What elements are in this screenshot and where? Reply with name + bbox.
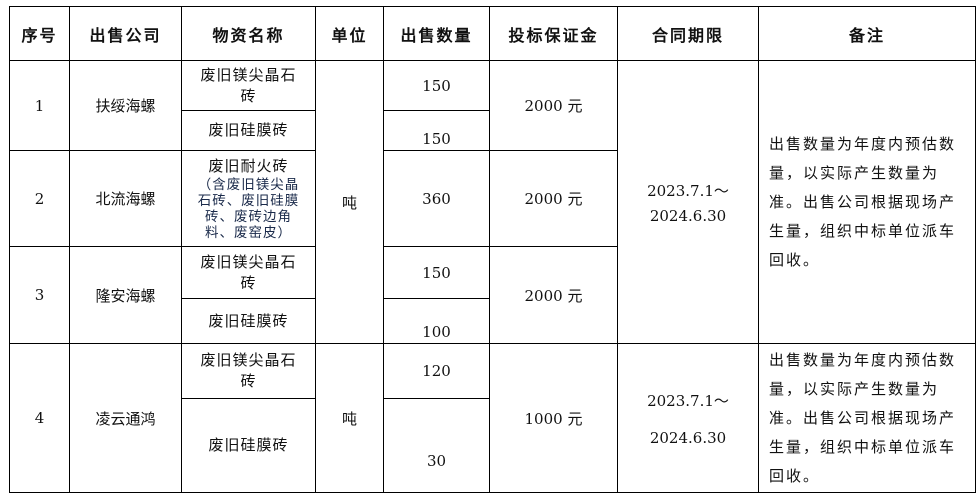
header-unit: 单位 (315, 6, 384, 61)
row-period: 2023.7.1～ 2024.6.30 (617, 343, 759, 493)
row-material: 废旧硅膜砖 (181, 298, 316, 344)
row-quantity: 150 (383, 246, 490, 299)
header-company: 出售公司 (69, 6, 182, 61)
row-quantity: 150 (383, 110, 490, 151)
row-deposit: 2000 元 (489, 60, 618, 151)
header-row: 序号 出售公司 物资名称 单位 出售数量 投标保证金 合同期限 备注 (9, 6, 976, 61)
row-material: 废旧镁尖晶石砖 (181, 343, 316, 399)
period-end: 2024.6.30 (649, 206, 727, 225)
row-company: 隆安海螺 (69, 246, 182, 344)
table-row: 3 隆安海螺 废旧镁尖晶石砖 150 2000 元 (9, 246, 976, 344)
row-quantity: 120 (383, 343, 490, 399)
row-company: 凌云通鸿 (69, 343, 182, 493)
material-name: 废旧镁尖晶石砖 (200, 65, 297, 105)
row-remark: 出售数量为年度内预估数量，以实际产生数量为准。出售公司根据现场产生量，组织中标单… (758, 343, 976, 493)
material-name: 废旧耐火砖 (208, 157, 289, 175)
header-quantity: 出售数量 (383, 6, 490, 61)
period-start: 2023.7.1～ (647, 391, 729, 410)
row-company: 扶绥海螺 (69, 60, 182, 151)
header-deposit: 投标保证金 (489, 6, 618, 61)
table-row: 4 凌云通鸿 废旧镁尖晶石砖 吨 120 1000 元 2023.7.1～ 20… (9, 343, 976, 493)
row-quantity: 360 (383, 150, 490, 247)
row-material: 废旧耐火砖 （含废旧镁尖晶石砖、废旧硅膜砖、废砖边角料、废窑皮） (181, 150, 316, 247)
table-row: 废旧硅膜砖 150 (10, 110, 976, 151)
quantity-value: 30 (426, 451, 447, 470)
row-no: 4 (9, 343, 70, 493)
table-row: 废旧硅膜砖 100 (10, 298, 976, 344)
sales-table: 序号 出售公司 物资名称 单位 出售数量 投标保证金 合同期限 备注 1 扶绥海… (9, 6, 976, 493)
row-material: 废旧镁尖晶石砖 (181, 246, 316, 299)
row-unit: 吨 (315, 60, 384, 344)
row-no: 2 (9, 150, 70, 247)
material-note: （含废旧镁尖晶石砖、废旧硅膜砖、废砖边角料、废窑皮） (197, 177, 300, 241)
table-row: 2 北流海螺 废旧耐火砖 （含废旧镁尖晶石砖、废旧硅膜砖、废砖边角料、废窑皮） … (9, 150, 976, 247)
row-remark: 出售数量为年度内预估数量，以实际产生数量为准。出售公司根据现场产生量，组织中标单… (758, 60, 976, 344)
header-no: 序号 (9, 6, 70, 61)
row-no: 3 (9, 246, 70, 344)
material-name: 废旧镁尖晶石砖 (200, 252, 297, 292)
row-quantity: 150 (383, 60, 490, 111)
header-remark: 备注 (758, 6, 976, 61)
period-end: 2024.6.30 (649, 428, 727, 447)
material-name: 废旧镁尖晶石砖 (200, 351, 297, 390)
row-material: 废旧硅膜砖 (181, 398, 316, 493)
row-unit: 吨 (315, 343, 384, 493)
table-row: 1 扶绥海螺 废旧镁尖晶石砖 吨 150 2000 元 2023.7.1～ 20… (9, 60, 976, 344)
row-no: 1 (9, 60, 70, 151)
row-company: 北流海螺 (69, 150, 182, 247)
table-row: 废旧硅膜砖 30 (10, 398, 976, 493)
row-deposit: 2000 元 (489, 150, 618, 247)
row-quantity: 100 (383, 298, 490, 344)
row-deposit: 1000 元 (489, 343, 618, 493)
row-quantity: 30 (383, 398, 490, 493)
period-start: 2023.7.1～ (647, 181, 729, 200)
header-period: 合同期限 (617, 6, 759, 61)
row-period: 2023.7.1～ 2024.6.30 (617, 60, 759, 344)
row-material: 废旧镁尖晶石砖 (181, 60, 316, 111)
header-material: 物资名称 (181, 6, 316, 61)
row-deposit: 2000 元 (489, 246, 618, 344)
row-material: 废旧硅膜砖 (181, 110, 316, 151)
